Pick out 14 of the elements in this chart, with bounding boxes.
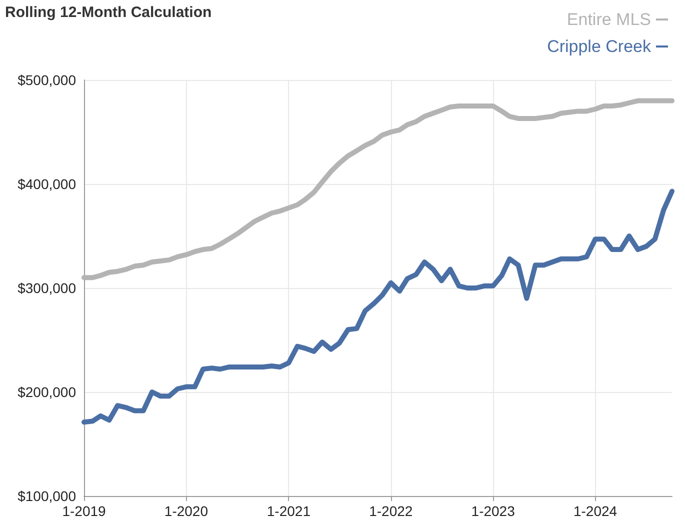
- x-tick-label: 1-2019: [62, 503, 106, 519]
- y-tick-label: $200,000: [18, 384, 76, 400]
- x-tick-label: 1-2021: [266, 503, 311, 519]
- legend-label: Entire MLS: [566, 10, 651, 29]
- x-tick-label: 1-2022: [369, 503, 413, 519]
- legend-label: Cripple Creek: [547, 37, 652, 56]
- y-tick-label: $500,000: [18, 72, 76, 88]
- x-tick-label: 1-2020: [164, 503, 208, 519]
- y-tick-label: $100,000: [18, 488, 76, 504]
- y-tick-label: $300,000: [18, 280, 76, 296]
- x-tick-label: 1-2023: [471, 503, 516, 519]
- x-tick-label: 1-2024: [573, 503, 618, 519]
- chart-title: Rolling 12-Month Calculation: [5, 4, 212, 21]
- y-tick-label: $400,000: [18, 176, 76, 192]
